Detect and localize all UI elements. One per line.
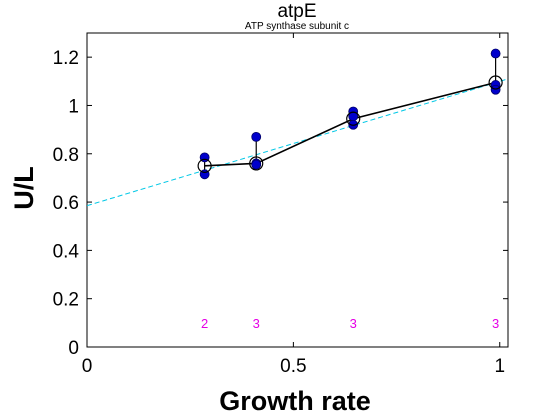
- replicate-point: [251, 131, 262, 142]
- mean-point: [249, 156, 264, 171]
- plot-frame: [86, 32, 509, 348]
- x-tick-label: 1: [494, 356, 505, 377]
- replicate-point: [490, 48, 501, 59]
- count-label: 3: [253, 316, 260, 331]
- chart-subtitle: ATP synthase subunit c: [245, 21, 349, 32]
- plot-area: 0 0.2 0.4 0.6 0.8 1 1.2 0 0.5 1 2 3 3 3: [53, 32, 509, 377]
- mean-point: [488, 75, 503, 90]
- x-tick-label: 0.5: [280, 356, 306, 377]
- y-tick-label: 0: [68, 338, 79, 359]
- mean-line: [204, 81, 496, 167]
- mean-point: [346, 111, 361, 126]
- chart-title: atpE: [277, 1, 316, 22]
- y-tick-label: 0.4: [53, 241, 80, 262]
- y-tick-label: 1: [68, 96, 79, 117]
- y-tick-label: 0.6: [53, 193, 79, 214]
- replicate-point: [490, 84, 501, 95]
- count-label: 2: [201, 316, 208, 331]
- x-tick-label: 0: [82, 356, 93, 377]
- count-label: 3: [492, 316, 499, 331]
- count-label: 3: [350, 316, 357, 331]
- y-tick-label: 0.8: [53, 145, 79, 166]
- mean-point: [197, 158, 212, 173]
- x-axis-label: Growth rate: [219, 386, 371, 416]
- replicate-point: [251, 159, 262, 170]
- y-tick-label: 1.2: [53, 48, 79, 69]
- y-axis-label: U/L: [9, 166, 39, 210]
- fit-line: [87, 78, 508, 207]
- y-tick-label: 0.2: [53, 290, 79, 311]
